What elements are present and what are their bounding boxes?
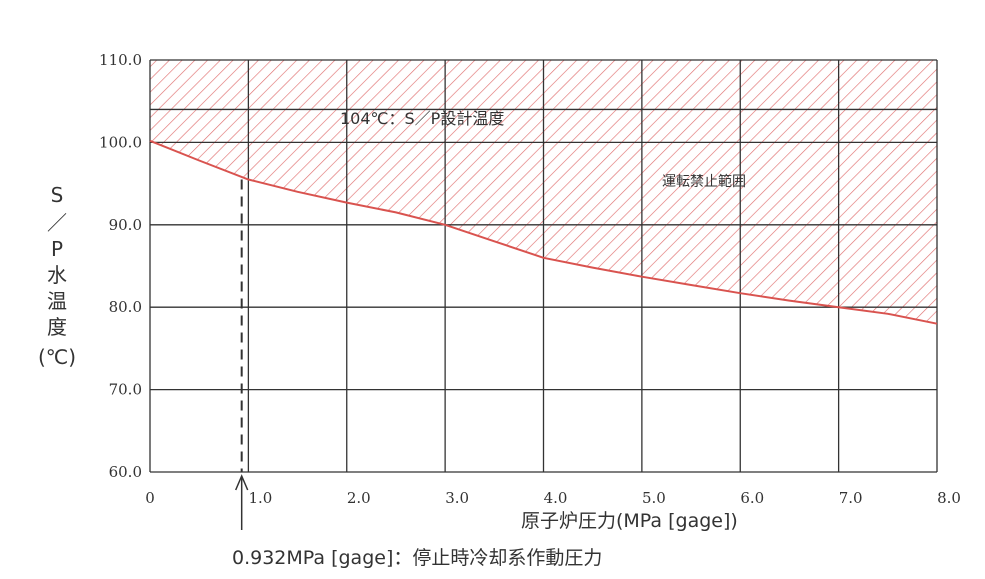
y-axis-label-char: P (51, 237, 63, 261)
grid (149, 59, 938, 473)
x-tick-label: 6.0 (740, 489, 764, 507)
y-tick-label: 70.0 (109, 381, 142, 399)
pressure-arrow (234, 474, 249, 530)
y-axis-label-char: 温 (47, 289, 67, 313)
y-axis-label-char: 度 (47, 315, 67, 339)
y-tick-label: 110.0 (99, 51, 142, 69)
x-tick-label: 2.0 (347, 489, 371, 507)
x-tick-labels: 0 1.0 2.0 3.0 4.0 5.0 6.0 7.0 8.0 (145, 489, 961, 507)
y-axis-label-char: (℃) (38, 345, 76, 369)
design-temp-label: 104℃：S／P設計温度 (340, 109, 504, 128)
y-tick-labels: 60.0 70.0 80.0 90.0 100.0 110.0 (99, 51, 142, 481)
y-axis-label-char: S (51, 183, 64, 207)
y-tick-label: 100.0 (99, 133, 142, 151)
y-tick-label: 60.0 (109, 463, 142, 481)
x-tick-label: 5.0 (642, 489, 666, 507)
x-tick-label: 1.0 (248, 489, 272, 507)
y-tick-label: 90.0 (109, 216, 142, 234)
y-axis-label-char: 水 (47, 263, 67, 287)
x-tick-label: 4.0 (544, 489, 568, 507)
series-line (149, 139, 938, 325)
x-tick-label: 8.0 (937, 489, 961, 507)
x-tick-label: 3.0 (445, 489, 469, 507)
y-tick-label: 80.0 (109, 298, 142, 316)
prohibited-region-label: 運転禁止範囲 (662, 173, 746, 190)
x-axis-label: 原子炉圧力(MPa [gage]) (521, 510, 738, 532)
shutdown-pressure-label: 0.932MPa [gage]：停止時冷却系作動圧力 (232, 547, 602, 569)
arrow-head (234, 474, 249, 491)
x-tick-label: 0 (145, 489, 155, 507)
x-tick-label: 7.0 (839, 489, 863, 507)
y-axis-label-char: ／ (47, 211, 67, 235)
